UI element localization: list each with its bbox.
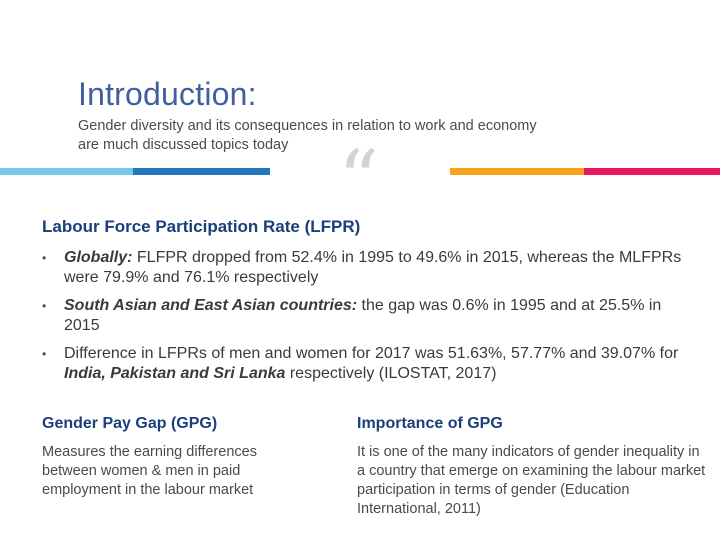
- importance-description: It is one of the many indicators of gend…: [357, 444, 706, 517]
- gpg-description: Measures the earning differences between…: [42, 444, 257, 498]
- accent-bar-lightblue: [0, 168, 133, 175]
- bullet-icon: •: [42, 251, 47, 265]
- lfpr-bullet-globally: • Globally: FLFPR dropped from 52.4% in …: [42, 248, 692, 288]
- bullet-icon: •: [42, 347, 47, 361]
- bullet-text: FLFPR dropped from 52.4% in 1995 to 49.6…: [64, 249, 682, 286]
- lfpr-bullet-list: • Globally: FLFPR dropped from 52.4% in …: [42, 248, 692, 392]
- bullet-emphasis: South Asian and East Asian countries:: [64, 297, 358, 314]
- bullet-text: the gap was 0.6% in 1995 and at 25.5% in…: [64, 297, 662, 334]
- lfpr-bullet-asia: • South Asian and East Asian countries: …: [42, 296, 692, 336]
- bullet-text: respectively (ILOSTAT, 2017): [285, 365, 497, 382]
- bullet-emphasis: India, Pakistan and Sri Lanka: [64, 365, 286, 382]
- bullet-text: Difference in LFPRs of men and women for…: [64, 345, 679, 362]
- quote-mark-icon: “: [338, 133, 379, 226]
- bullet-emphasis: Globally:: [64, 249, 133, 266]
- slide-title: Introduction:: [78, 76, 257, 112]
- gpg-heading: Gender Pay Gap (GPG): [42, 415, 218, 432]
- slide-subtitle: Gender diversity and its consequences in…: [78, 118, 537, 153]
- lfpr-bullet-difference: • Difference in LFPRs of men and women f…: [42, 344, 692, 384]
- accent-bar-blue: [133, 168, 270, 175]
- lfpr-heading: Labour Force Participation Rate (LFPR): [42, 217, 361, 236]
- accent-bar-orange: [450, 168, 584, 175]
- bullet-icon: •: [42, 299, 47, 313]
- importance-heading: Importance of GPG: [357, 415, 503, 432]
- accent-bar-pink: [584, 168, 720, 175]
